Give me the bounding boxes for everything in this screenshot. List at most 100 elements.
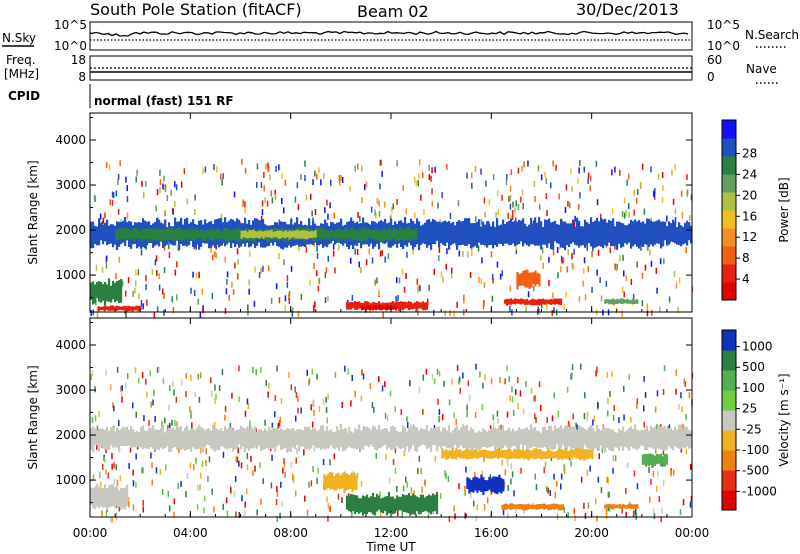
- power-noise-cell: [423, 209, 425, 215]
- velocity-noise-cell: [231, 392, 233, 399]
- power-band-2-cell: [240, 230, 243, 239]
- velocity-band-4-cell: [413, 495, 417, 515]
- power-band-3-cell: [90, 282, 93, 300]
- velocity-band-0-cell: [682, 429, 685, 448]
- power-band-0-cell: [106, 219, 109, 245]
- power-noise-cell: [244, 207, 246, 214]
- velocity-noise-cell: [185, 372, 187, 379]
- velocity-band-4-cell: [405, 495, 409, 513]
- velocity-band-3-cell: [96, 483, 99, 507]
- velocity-band-1-cell: [455, 448, 458, 460]
- x-tick-label-3: 12:00: [374, 526, 409, 540]
- power-noise-cell: [370, 206, 373, 213]
- velocity-noise-cell: [222, 451, 225, 458]
- power-band-0-cell: [112, 224, 115, 248]
- power-band-0-cell: [492, 221, 495, 249]
- velocity-noise-cell: [116, 479, 119, 486]
- velocity-band-0-cell: [306, 427, 309, 450]
- velocity-band-0-cell: [616, 432, 619, 448]
- power-band-0-cell: [510, 218, 513, 245]
- power-noise-cell: [263, 171, 265, 178]
- power-noise-cell: [497, 209, 499, 216]
- velocity-noise-cell: [519, 390, 522, 397]
- velocity-band-0-cell: [260, 429, 263, 451]
- power-band-1-cell: [195, 227, 198, 240]
- power-noise-cell: [572, 263, 574, 270]
- power-noise-cell: [288, 297, 290, 304]
- power-band-0-cell: [662, 221, 665, 247]
- velocity-noise-cell: [388, 477, 391, 484]
- velocity-noise-cell: [605, 508, 608, 515]
- power-noise-cell: [291, 307, 294, 314]
- velocity-band-0-cell: [144, 430, 147, 449]
- power-band-0-cell: [454, 225, 457, 243]
- velocity-band-3-cell: [104, 484, 107, 508]
- power-noise-cell: [623, 197, 626, 204]
- power-noise-cell: [193, 290, 196, 296]
- power-noise-cell: [391, 206, 393, 213]
- power-band-4-cell: [131, 306, 134, 312]
- velocity-band-0-cell: [516, 430, 519, 451]
- velocity-noise-cell: [447, 475, 450, 482]
- power-band-1-cell: [371, 230, 374, 240]
- power-noise-cell: [557, 272, 559, 279]
- velocity-noise-cell: [300, 407, 302, 414]
- power-noise-cell: [313, 263, 315, 269]
- power-band-1-cell: [173, 228, 176, 241]
- velocity-band-6-cell: [511, 503, 514, 510]
- power-colorbar-seg: [722, 120, 736, 139]
- power-band-6-cell: [382, 306, 386, 310]
- velocity-noise-cell: [121, 396, 123, 403]
- power-band-6-cell: [370, 306, 374, 310]
- power-band-1-cell: [229, 230, 232, 239]
- power-noise-cell: [398, 277, 401, 284]
- power-noise-cell: [164, 210, 166, 217]
- power-band-0-cell: [546, 220, 549, 248]
- power-noise-cell: [105, 262, 108, 269]
- velocity-band-1-cell: [481, 449, 484, 457]
- power-noise-cell: [304, 175, 306, 181]
- power-noise-cell: [544, 171, 546, 178]
- power-band-1-cell: [115, 228, 118, 241]
- velocity-noise-cell: [174, 420, 176, 426]
- power-band-1-cell: [165, 229, 168, 240]
- velocity-band-8-cell: [498, 474, 501, 493]
- power-noise-cell: [294, 196, 297, 203]
- velocity-band-5-cell: [341, 473, 344, 489]
- velocity-colorbar-seg: [722, 350, 736, 371]
- power-band-2-cell: [286, 231, 289, 238]
- power-noise-cell: [310, 193, 312, 200]
- power-band-1-cell: [409, 227, 412, 241]
- power-noise-cell: [376, 277, 378, 284]
- velocity-noise-cell: [515, 389, 517, 395]
- velocity-band-0-cell: [624, 431, 627, 447]
- power-band-1-cell: [203, 230, 206, 241]
- velocity-band-0-cell: [640, 430, 643, 446]
- velocity-band-0-cell: [564, 425, 567, 451]
- velocity-noise-cell: [384, 412, 387, 419]
- power-noise-cell: [614, 166, 616, 173]
- power-noise-cell: [523, 161, 525, 168]
- velocity-band-0-cell: [338, 430, 341, 451]
- velocity-band-4-cell: [399, 496, 403, 511]
- velocity-noise-cell: [608, 491, 610, 498]
- velocity-noise-cell: [557, 410, 560, 417]
- velocity-noise-cell: [151, 479, 153, 486]
- velocity-band-4-cell: [415, 496, 419, 512]
- velocity-band-0-cell: [218, 430, 221, 451]
- power-band-7-cell: [525, 299, 529, 305]
- power-band-2-cell: [270, 229, 273, 239]
- power-band-0-cell: [476, 222, 479, 248]
- velocity-noise-cell: [98, 410, 100, 417]
- x-axis-title: Time UT: [365, 540, 416, 554]
- velocity-noise-cell: [236, 456, 239, 463]
- velocity-noise-cell: [121, 385, 123, 392]
- power-noise-cell: [462, 250, 464, 257]
- power-band-2-cell: [296, 229, 299, 239]
- velocity-noise-cell: [589, 465, 591, 472]
- velocity-band-0-cell: [344, 427, 347, 451]
- power-band-0-cell: [640, 222, 643, 246]
- power-noise-cell: [556, 246, 559, 253]
- velocity-band-0-cell: [670, 428, 673, 449]
- power-noise-cell: [237, 258, 239, 265]
